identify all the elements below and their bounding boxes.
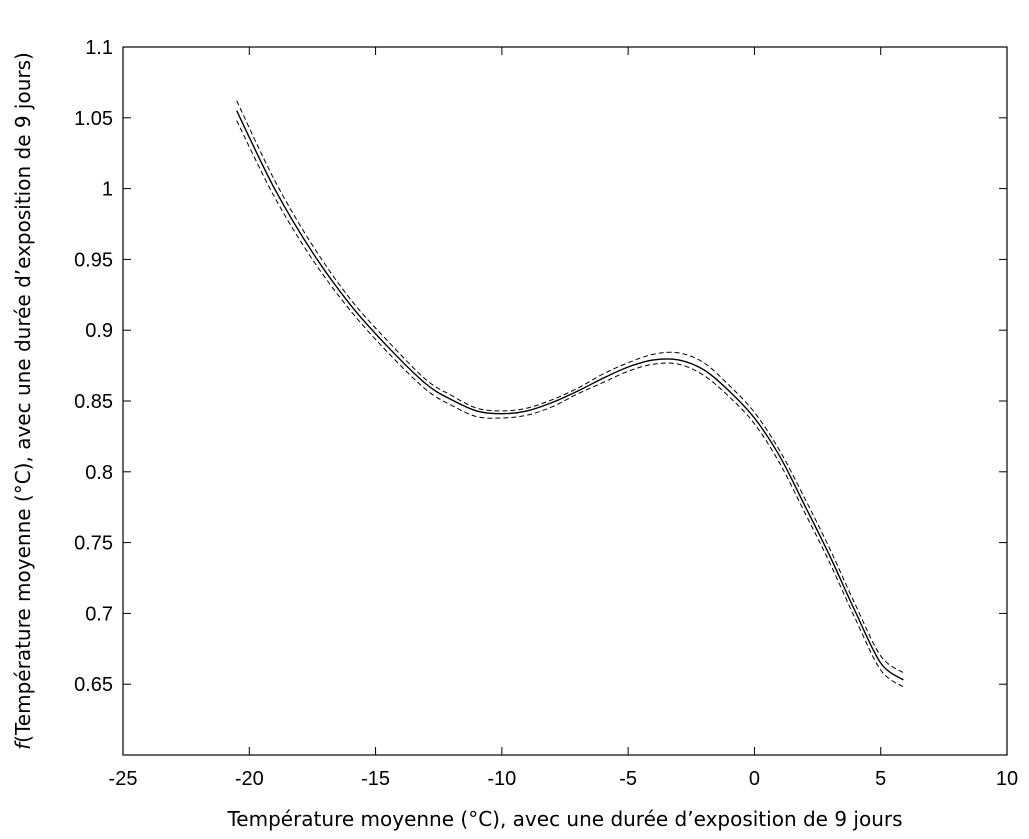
confidence-bound-line-1: [236, 100, 904, 674]
y-tick-label: 0.9: [85, 320, 113, 342]
x-tick-label: 10: [996, 768, 1018, 790]
x-tick-label: 5: [875, 768, 886, 790]
y-tick-label: 1.1: [85, 37, 113, 59]
y-tick-label: 0.85: [74, 391, 113, 413]
y-tick-label: 0.75: [74, 533, 113, 555]
y-axis-title-rest: (Température moyenne (°C), avec une duré…: [11, 52, 35, 743]
y-axis-title: f(Température moyenne (°C), avec une dur…: [11, 52, 35, 750]
x-tick-label: -10: [487, 768, 516, 790]
x-tick-label: 0: [749, 768, 760, 790]
x-tick-label: -20: [235, 768, 264, 790]
confidence-bound-line-2: [236, 120, 904, 688]
y-tick-label: 0.95: [74, 249, 113, 271]
y-tick-label: 0.65: [74, 674, 113, 696]
x-axis-ticks: -25 -20 -15 -10 -5 0 5 10: [109, 47, 1018, 790]
y-axis-title-function: f: [11, 740, 35, 750]
x-axis-title: Température moyenne (°C), avec une durée…: [226, 807, 902, 831]
y-tick-label: 1: [102, 179, 113, 201]
y-tick-label: 0.8: [85, 462, 113, 484]
x-tick-label: -15: [361, 768, 390, 790]
estimate-line: [236, 110, 904, 681]
series-group: [236, 100, 904, 688]
y-axis-ticks: 0.65 0.7 0.75 0.8 0.85 0.9 0.95 1 1.05 1.1: [74, 37, 1007, 696]
y-tick-label: 1.05: [74, 108, 113, 130]
y-tick-label: 0.7: [85, 603, 113, 625]
x-tick-label: -25: [109, 768, 138, 790]
x-tick-label: -5: [619, 768, 637, 790]
